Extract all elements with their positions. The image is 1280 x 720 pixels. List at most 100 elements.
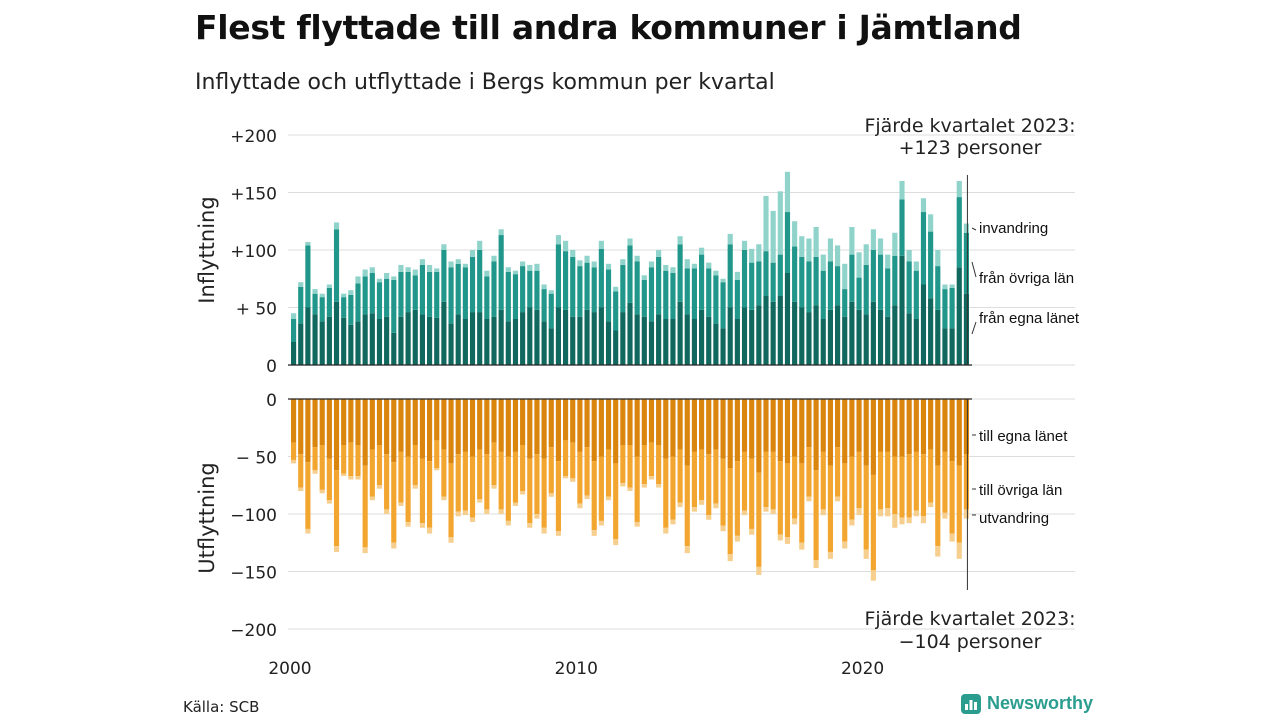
bar-inflow-immigration	[484, 270, 490, 277]
bar-inflow-immigration	[412, 269, 418, 276]
bar-inflow-immigration	[699, 247, 705, 255]
bar-outflow-emigration	[427, 527, 433, 534]
bar-inflow-other-counties	[498, 235, 504, 310]
bar-outflow-other-counties	[469, 456, 476, 518]
bar-inflow-own-county	[448, 323, 454, 365]
y-tick-label: +150	[230, 185, 277, 205]
bar-inflow-own-county	[648, 321, 655, 365]
bar-inflow-other-counties	[663, 270, 669, 319]
bar-outflow-own-county	[384, 399, 390, 455]
bar-inflow-own-county	[326, 316, 332, 365]
bar-inflow-immigration	[355, 276, 361, 284]
bar-inflow-other-counties	[312, 293, 318, 315]
bar-inflow-other-counties	[849, 254, 855, 302]
bar-outflow-own-county	[792, 399, 798, 457]
bar-inflow-other-counties	[870, 250, 876, 302]
bar-inflow-immigration	[913, 261, 919, 271]
bar-outflow-own-county	[555, 399, 561, 462]
bar-outflow-own-county	[484, 399, 490, 455]
bar-inflow-immigration	[963, 223, 969, 233]
bar-outflow-own-county	[935, 399, 941, 466]
bar-inflow-other-counties	[376, 282, 383, 319]
bar-outflow-own-county	[312, 399, 318, 448]
bar-outflow-emigration	[405, 522, 411, 527]
bar-inflow-own-county	[584, 309, 590, 365]
bar-inflow-other-counties	[398, 271, 404, 317]
bar-inflow-immigration	[949, 284, 955, 288]
bar-inflow-other-counties	[684, 268, 690, 315]
bar-outflow-emigration	[949, 533, 955, 542]
bar-outflow-own-county	[684, 399, 690, 466]
bar-outflow-own-county	[591, 399, 597, 462]
series-label-leader	[971, 227, 977, 231]
bar-outflow-other-counties	[920, 454, 927, 517]
y-tick-label: −200	[230, 621, 277, 641]
bar-inflow-immigration	[799, 236, 805, 257]
bar-inflow-other-counties	[677, 244, 683, 302]
bar-outflow-own-county	[906, 399, 912, 455]
bar-outflow-emigration	[348, 476, 354, 480]
bar-inflow-immigration	[555, 235, 561, 245]
bar-outflow-own-county	[563, 399, 569, 441]
bar-inflow-immigration	[641, 275, 647, 280]
bar-outflow-emigration	[870, 570, 876, 581]
bar-inflow-other-counties	[920, 212, 927, 285]
bar-outflow-other-counties	[956, 465, 962, 543]
bar-outflow-own-county	[727, 399, 733, 468]
bar-inflow-immigration	[863, 244, 869, 265]
bar-outflow-emigration	[384, 509, 390, 514]
bar-outflow-other-counties	[720, 458, 726, 526]
bar-outflow-own-county	[663, 399, 669, 459]
bar-outflow-other-counties	[863, 465, 869, 550]
bar-inflow-own-county	[634, 314, 640, 365]
bar-inflow-immigration	[634, 255, 640, 262]
bar-outflow-own-county	[434, 399, 440, 441]
bar-inflow-own-county	[784, 273, 791, 365]
bar-inflow-other-counties	[863, 264, 869, 315]
bar-inflow-own-county	[462, 319, 468, 365]
y-tick-label: − 50	[236, 449, 277, 469]
bar-outflow-emigration	[856, 508, 862, 516]
bar-inflow-own-county	[942, 328, 948, 365]
bar-inflow-immigration	[906, 250, 912, 262]
bar-inflow-own-county	[405, 312, 411, 365]
bar-outflow-emigration	[813, 560, 819, 569]
bar-inflow-immigration	[333, 222, 340, 230]
bar-inflow-other-counties	[741, 250, 748, 308]
bar-inflow-other-counties	[784, 212, 791, 273]
bar-outflow-emigration	[498, 509, 504, 514]
bar-inflow-own-county	[355, 321, 361, 365]
bar-inflow-immigration	[469, 250, 476, 257]
bar-inflow-immigration	[920, 198, 927, 213]
bar-outflow-other-counties	[491, 442, 497, 486]
y-tick-label: 0	[266, 357, 277, 377]
bar-inflow-immigration	[419, 259, 425, 265]
bar-outflow-own-county	[512, 399, 519, 452]
bar-inflow-other-counties	[956, 197, 962, 268]
bar-inflow-immigration	[305, 241, 311, 246]
bar-outflow-emigration	[741, 510, 748, 516]
bar-outflow-other-counties	[369, 449, 375, 497]
bar-inflow-own-county	[563, 309, 569, 365]
bar-outflow-own-county	[756, 399, 762, 473]
bar-outflow-other-counties	[935, 465, 941, 547]
bar-inflow-other-counties	[462, 267, 468, 319]
bar-inflow-other-counties	[827, 261, 833, 310]
bar-outflow-other-counties	[577, 451, 583, 504]
bar-outflow-emigration	[534, 514, 540, 519]
bar-outflow-own-county	[842, 399, 848, 464]
bar-outflow-other-counties	[520, 445, 526, 491]
y-tick-label: + 50	[236, 300, 277, 320]
bar-inflow-immigration	[648, 261, 655, 268]
brand-name: Newsworthy	[987, 693, 1094, 713]
bar-outflow-own-county	[577, 399, 583, 452]
bar-outflow-other-counties	[620, 445, 626, 483]
bar-inflow-other-counties	[598, 248, 604, 308]
bar-inflow-other-counties	[913, 270, 919, 319]
bar-inflow-other-counties	[520, 266, 526, 313]
annotation-outflow-line1: Fjärde kvartalet 2023:	[864, 608, 1075, 630]
bar-outflow-other-counties	[498, 451, 504, 510]
bar-outflow-own-county	[548, 399, 554, 448]
bar-outflow-other-counties	[298, 454, 304, 488]
bar-inflow-own-county	[663, 319, 669, 365]
